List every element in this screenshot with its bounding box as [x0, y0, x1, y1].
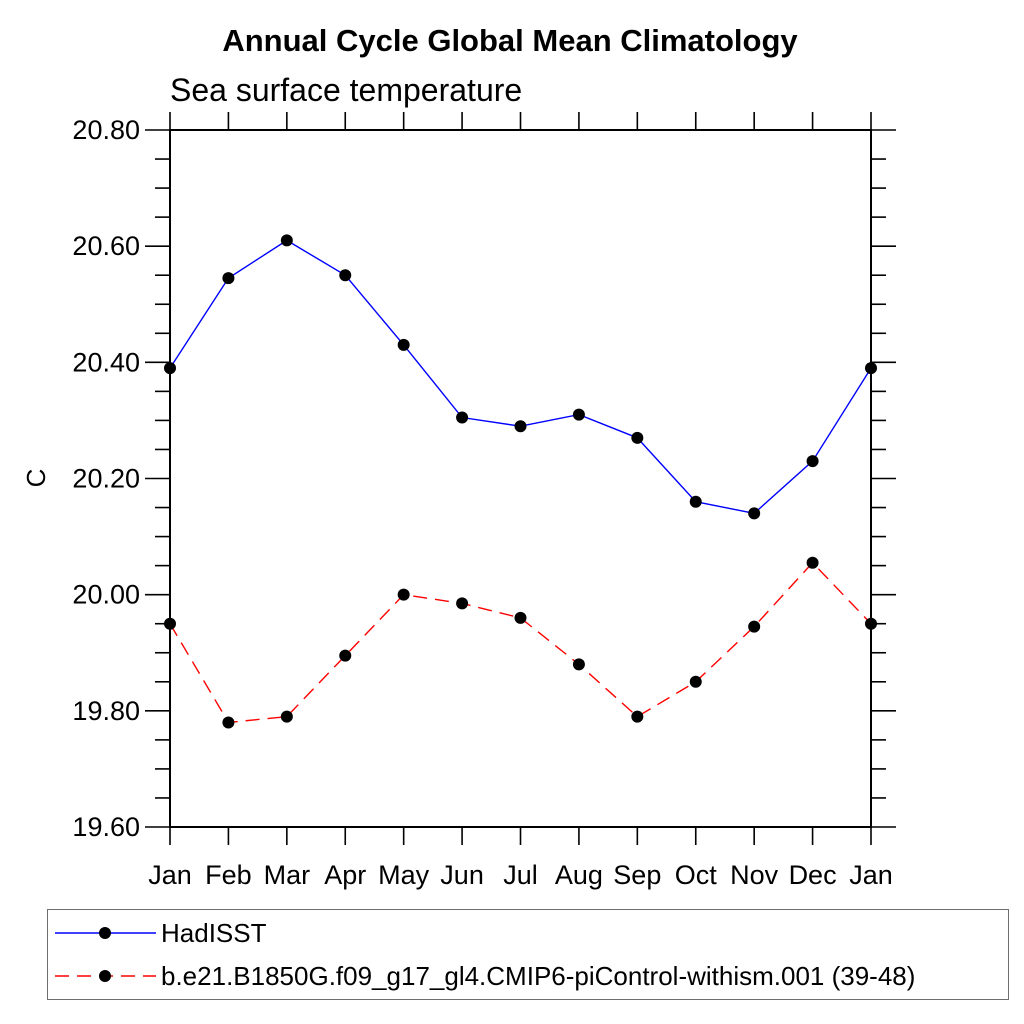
data-point-marker-s1-11 [806, 556, 819, 569]
data-point-marker-s1-9 [689, 675, 702, 688]
legend-line-sample-model [55, 969, 156, 982]
y-tick-label: 20.60 [72, 231, 140, 261]
y-tick-label: 20.40 [72, 347, 140, 377]
legend-line-sample-hadisst [55, 927, 156, 940]
data-point-marker-s0-5 [456, 411, 469, 424]
data-point-marker-s0-7 [572, 408, 585, 421]
chart-subtitle: Sea surface temperature [170, 72, 522, 108]
data-point-marker-s0-4 [397, 338, 410, 351]
y-tick-label: 20.00 [72, 580, 140, 610]
y-tick-label: 20.20 [72, 464, 140, 494]
x-tick-label: Dec [789, 860, 837, 890]
data-point-marker-s0-6 [514, 420, 527, 433]
y-tick-label: 20.80 [72, 115, 140, 145]
legend-label-model: b.e21.B1850G.f09_g17_gl4.CMIP6-piControl… [161, 960, 916, 991]
data-point-marker-s0-8 [631, 431, 644, 444]
legend-item: HadISST [53, 914, 1008, 952]
data-point-marker-s1-10 [748, 620, 761, 633]
plot-area: 19.60 19.80 20.00 20.20 20.40 20.60 20.80 Jan Fe… [72, 112, 896, 890]
data-point-marker-s1-12 [865, 617, 877, 630]
x-tick-label: Jan [148, 860, 192, 890]
x-tick-label: Mar [264, 860, 311, 890]
x-tick-label: Sep [613, 860, 661, 890]
data-point-marker-s0-0 [164, 362, 176, 375]
data-point-marker-s1-4 [397, 588, 410, 601]
plot-frame [169, 129, 872, 828]
data-point-marker-s1-0 [164, 617, 176, 630]
x-tick-label: Feb [205, 860, 252, 890]
data-point-marker-s0-3 [339, 269, 352, 282]
data-point-marker-s0-1 [222, 272, 235, 285]
y-tick-label: 19.80 [72, 696, 140, 726]
x-tick-label: Oct [675, 860, 718, 890]
x-tick-label: Aug [555, 860, 603, 890]
data-point-marker-s0-2 [280, 234, 293, 247]
legend-label-hadisst: HadISST [161, 918, 267, 949]
x-tick-label: Jun [440, 860, 484, 890]
data-point-marker-s1-2 [280, 710, 293, 723]
data-point-marker-s1-6 [514, 611, 527, 624]
data-point-marker-s0-9 [689, 495, 702, 508]
y-axis-label: C [21, 469, 51, 488]
data-point-marker-s1-3 [339, 649, 352, 662]
x-tick-label: Jan [849, 860, 893, 890]
y-tick-label: 19.60 [72, 812, 140, 842]
data-point-marker-s0-12 [865, 362, 877, 375]
data-point-marker-s1-1 [222, 716, 235, 729]
x-tick-label: Jul [503, 860, 538, 890]
data-point-marker-s0-10 [748, 507, 761, 520]
legend: HadISST b.e21.B1850G.f09_g17_gl4.CMIP6-p… [47, 909, 1009, 1000]
x-tick-label: Apr [324, 860, 366, 890]
data-point-marker-s1-5 [456, 597, 469, 610]
legend-item: b.e21.B1850G.f09_g17_gl4.CMIP6-piControl… [53, 957, 1008, 995]
legend-marker-dot [99, 969, 111, 982]
series-line-1 [169, 561, 872, 724]
series-line-0 [169, 239, 872, 515]
data-point-marker-s0-11 [806, 455, 819, 468]
x-tick-label: Nov [730, 860, 779, 890]
data-point-marker-s1-8 [631, 710, 644, 723]
x-tick-label: May [378, 860, 430, 890]
data-point-marker-s1-7 [572, 658, 585, 671]
chart-title: Annual Cycle Global Mean Climatology [222, 23, 798, 58]
legend-marker-dot [99, 927, 111, 940]
